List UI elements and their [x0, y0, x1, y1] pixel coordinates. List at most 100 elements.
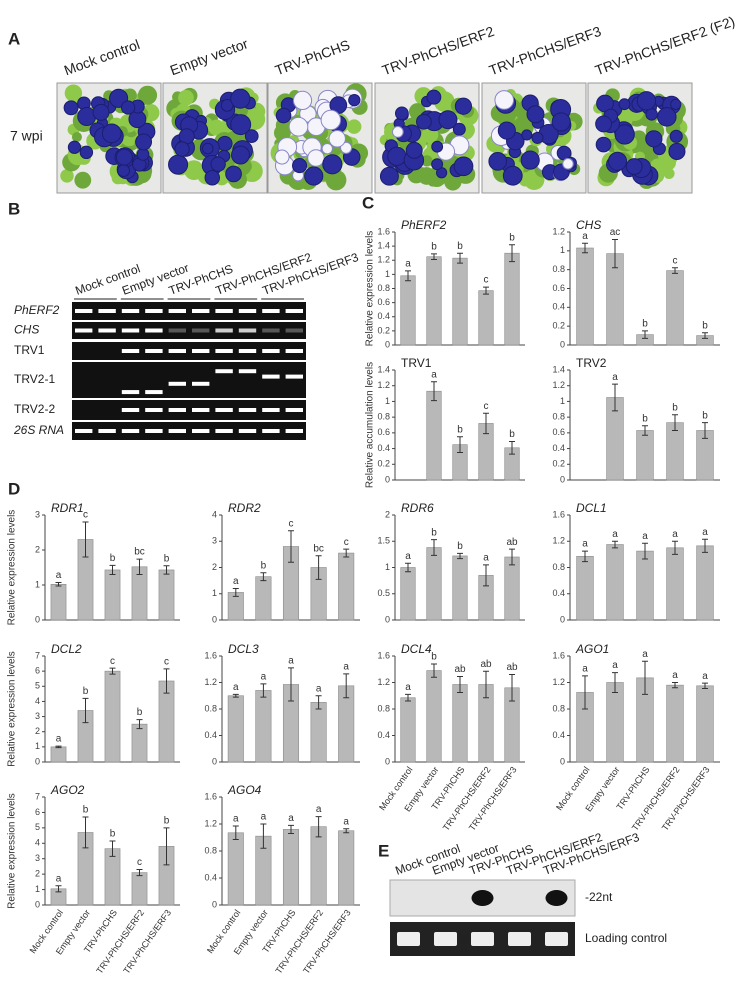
significance-letter: b [509, 429, 515, 440]
gel-band [215, 349, 233, 353]
flower [387, 146, 407, 166]
y-tick-label: 0 [35, 614, 40, 624]
flower [217, 135, 233, 152]
row-label: TRV2-2 [14, 402, 55, 416]
bar [606, 682, 624, 763]
y-tick-label: 3 [212, 536, 217, 546]
gel-band [238, 349, 257, 353]
gel-band [145, 390, 163, 395]
flower [521, 129, 533, 141]
bar [255, 690, 272, 763]
flower [452, 122, 466, 136]
significance-letter: c [484, 401, 489, 412]
bar [504, 252, 520, 346]
significance-letter: a [431, 369, 437, 380]
panel-letter: D [8, 479, 20, 498]
gel-band [168, 429, 186, 433]
significance-letter: b [431, 652, 437, 663]
significance-letter: b [457, 541, 463, 552]
error-bar [136, 719, 143, 730]
significance-letter: ab [480, 659, 492, 670]
y-tick-label: 0.8 [552, 703, 565, 713]
flower [454, 97, 472, 115]
flower [348, 93, 361, 107]
significance-letter: a [612, 660, 618, 671]
y-tick-label: 6 [35, 666, 40, 676]
y-tick-label: 0.8 [552, 562, 565, 572]
significance-letter: c [344, 537, 349, 548]
error-bar [612, 672, 618, 693]
gel-strip [72, 322, 306, 339]
loading-band [434, 932, 457, 946]
flower [230, 88, 251, 109]
error-bar [483, 412, 489, 435]
flower [497, 121, 516, 140]
significance-letter: b [137, 707, 143, 718]
flower [531, 131, 544, 144]
flower [431, 140, 444, 153]
error-bar [509, 548, 515, 566]
error-bar [315, 816, 322, 838]
flower [63, 100, 79, 116]
bar [606, 544, 624, 621]
chart-title: RDR6 [401, 501, 434, 515]
y-tick-label: 1 [35, 884, 40, 894]
gel-band [192, 349, 210, 353]
y-tick-label: 1.4 [377, 241, 390, 251]
gel-band [285, 408, 303, 412]
gel-band [121, 328, 140, 333]
y-tick-label: 0 [212, 899, 217, 909]
foliage [178, 89, 194, 106]
row-label: CHS [14, 323, 39, 337]
significance-letter: a [582, 539, 588, 550]
bar [310, 826, 327, 906]
y-tick-label: 1.2 [377, 380, 390, 390]
bar [131, 872, 148, 906]
significance-letter: ab [506, 537, 518, 548]
y-tick-label: 0 [385, 339, 390, 349]
error-bar [405, 693, 411, 702]
significance-letter: b [110, 553, 116, 564]
error-bar [672, 682, 678, 689]
error-bar [509, 674, 515, 702]
error-bar [109, 840, 116, 857]
gel-band [121, 309, 140, 313]
y-tick-label: 1.4 [377, 364, 390, 374]
significance-letter: b [164, 815, 170, 826]
gel-band [192, 408, 210, 412]
y-tick-label: 1.4 [552, 364, 565, 374]
flower [431, 158, 444, 171]
gel-band [215, 369, 233, 374]
error-bar [431, 253, 437, 261]
bar [255, 576, 272, 621]
error-bar [431, 381, 437, 402]
foliage [60, 169, 74, 183]
y-tick-label: 2 [212, 562, 217, 572]
error-bar [82, 816, 89, 849]
bar [452, 684, 468, 763]
y-tick-label: 0.2 [552, 459, 565, 469]
gel-band [262, 408, 280, 412]
flower [174, 141, 190, 157]
chart-title: PhERF2 [401, 218, 447, 232]
significance-letter: a [288, 656, 294, 667]
flower [92, 103, 110, 121]
significance-letter: c [83, 510, 88, 521]
time-label: 7 wpi [10, 128, 43, 144]
error-bar [260, 683, 267, 698]
error-bar [163, 668, 170, 694]
flower [274, 149, 290, 165]
y-tick-label: 1.2 [204, 677, 217, 687]
chart-title: AGO2 [50, 783, 85, 797]
foliage [74, 171, 92, 189]
error-bar [702, 538, 708, 553]
y-tick-label: 0.6 [377, 427, 390, 437]
chart-title: TRV2 [576, 356, 607, 370]
flower [405, 141, 423, 159]
y-tick-label: 0 [385, 474, 390, 484]
gel-band [145, 328, 163, 333]
y-tick-label: 1.6 [377, 226, 390, 236]
chart-title: AGO4 [227, 783, 262, 797]
y-tick-label: 1.6 [552, 650, 565, 660]
